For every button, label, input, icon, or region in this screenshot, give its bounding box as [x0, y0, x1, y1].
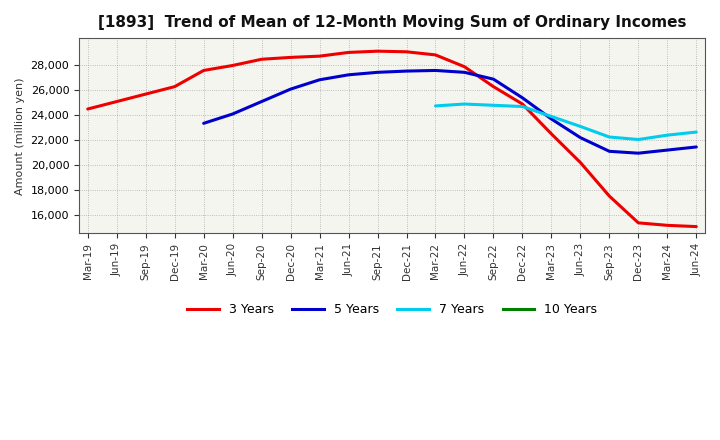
7 Years — [576, 124, 585, 129]
7 Years — [692, 129, 701, 135]
7 Years — [605, 134, 613, 139]
3 Years — [634, 220, 643, 225]
3 Years — [547, 131, 556, 136]
3 Years — [257, 57, 266, 62]
3 Years — [199, 68, 208, 73]
7 Years — [460, 101, 469, 106]
3 Years — [84, 106, 92, 112]
5 Years — [287, 87, 295, 92]
5 Years — [489, 77, 498, 82]
5 Years — [228, 111, 237, 117]
5 Years — [576, 135, 585, 140]
3 Years — [315, 54, 324, 59]
3 Years — [228, 63, 237, 68]
3 Years — [287, 55, 295, 60]
5 Years — [460, 70, 469, 75]
3 Years — [692, 224, 701, 229]
5 Years — [257, 99, 266, 104]
3 Years — [171, 84, 179, 89]
3 Years — [576, 160, 585, 165]
5 Years — [634, 150, 643, 156]
Line: 3 Years: 3 Years — [88, 51, 696, 227]
3 Years — [112, 99, 121, 104]
5 Years — [692, 144, 701, 150]
Line: 7 Years: 7 Years — [436, 104, 696, 139]
5 Years — [315, 77, 324, 82]
7 Years — [518, 104, 527, 109]
Y-axis label: Amount (million yen): Amount (million yen) — [15, 77, 25, 194]
3 Years — [460, 64, 469, 70]
5 Years — [518, 95, 527, 100]
5 Years — [431, 68, 440, 73]
Legend: 3 Years, 5 Years, 7 Years, 10 Years: 3 Years, 5 Years, 7 Years, 10 Years — [182, 298, 602, 321]
3 Years — [373, 48, 382, 54]
7 Years — [547, 114, 556, 119]
3 Years — [141, 92, 150, 97]
3 Years — [402, 49, 411, 55]
7 Years — [663, 132, 672, 138]
5 Years — [344, 72, 353, 77]
7 Years — [431, 103, 440, 109]
3 Years — [431, 52, 440, 58]
3 Years — [663, 223, 672, 228]
7 Years — [489, 103, 498, 108]
5 Years — [605, 149, 613, 154]
5 Years — [547, 116, 556, 121]
5 Years — [663, 147, 672, 153]
5 Years — [373, 70, 382, 75]
3 Years — [605, 194, 613, 199]
3 Years — [489, 84, 498, 89]
5 Years — [199, 121, 208, 126]
3 Years — [518, 101, 527, 106]
5 Years — [402, 69, 411, 74]
Line: 5 Years: 5 Years — [204, 70, 696, 153]
7 Years — [634, 137, 643, 142]
Title: [1893]  Trend of Mean of 12-Month Moving Sum of Ordinary Incomes: [1893] Trend of Mean of 12-Month Moving … — [98, 15, 686, 30]
3 Years — [344, 50, 353, 55]
